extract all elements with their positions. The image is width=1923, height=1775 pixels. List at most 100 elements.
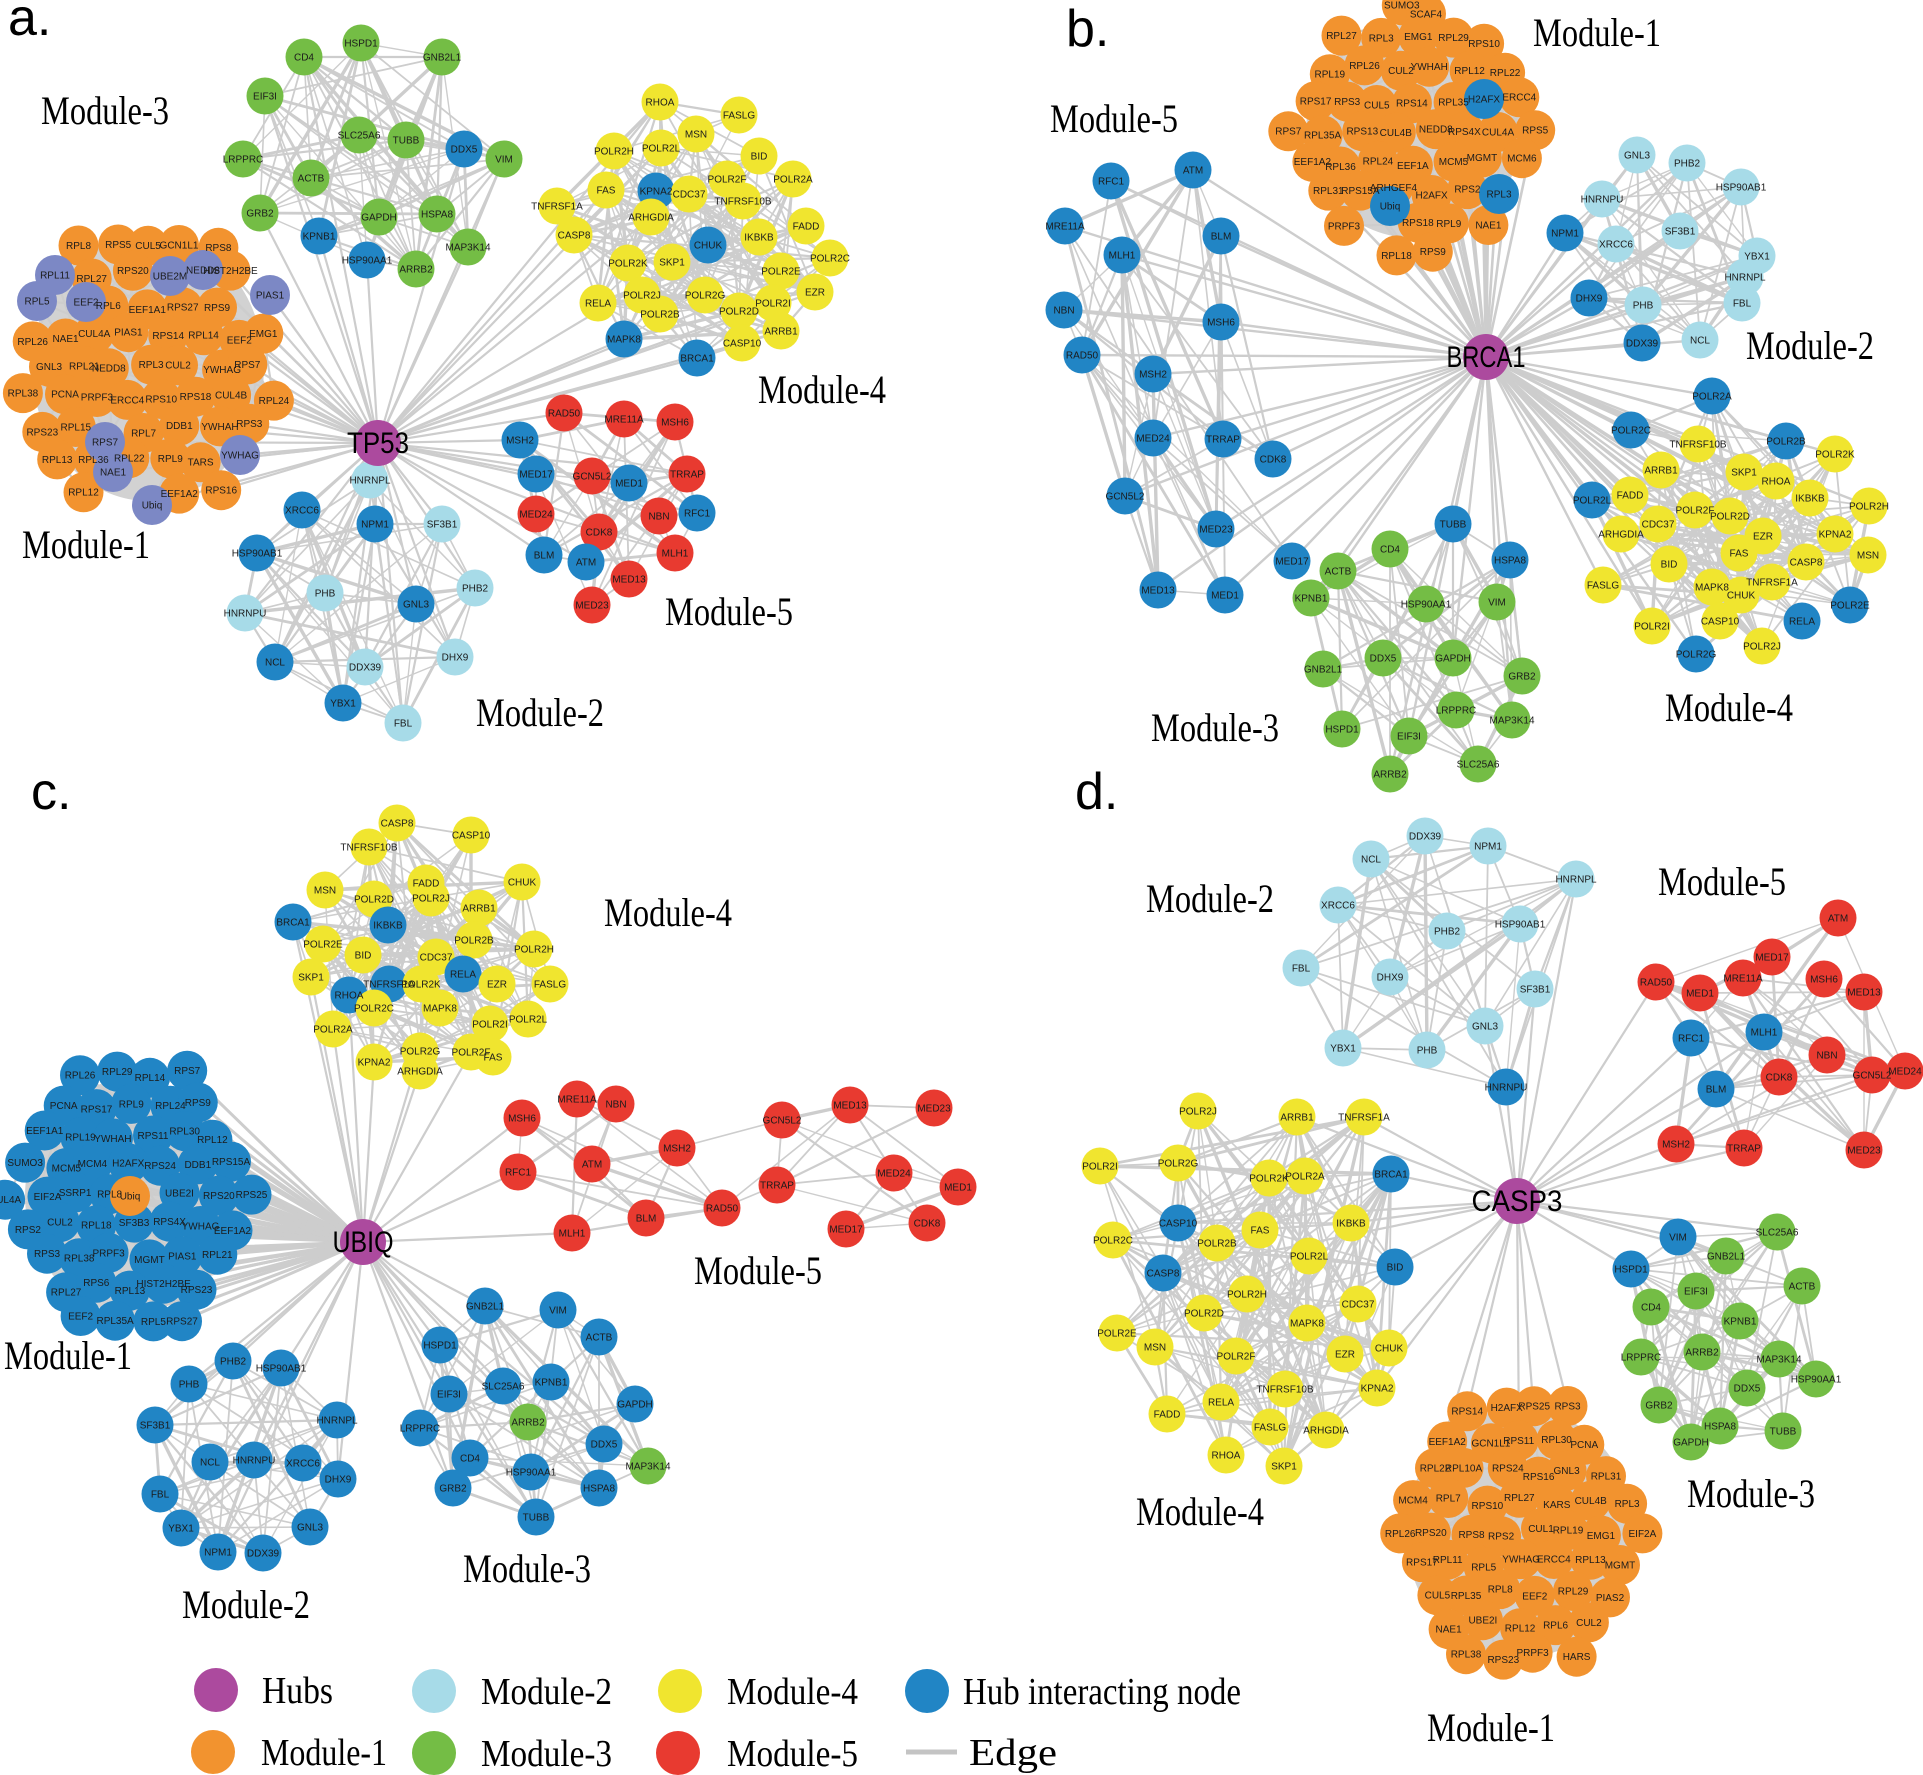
svg-text:RPL8: RPL8: [66, 241, 91, 252]
svg-text:MSH2: MSH2: [663, 1143, 691, 1154]
svg-text:YWHAH: YWHAH: [1411, 62, 1448, 73]
svg-text:GNL3: GNL3: [1472, 1021, 1499, 1032]
svg-text:PCNA: PCNA: [51, 390, 79, 401]
svg-text:Module-1: Module-1: [261, 1732, 387, 1774]
svg-text:CUL2: CUL2: [1388, 66, 1414, 77]
svg-text:RPS20: RPS20: [1415, 1528, 1447, 1539]
svg-text:RPL3: RPL3: [139, 360, 164, 371]
svg-text:POLR2D: POLR2D: [719, 306, 759, 317]
svg-text:RPS3: RPS3: [34, 1249, 61, 1260]
svg-text:FADD: FADD: [1154, 1409, 1181, 1420]
svg-text:RPS9: RPS9: [185, 1098, 212, 1109]
svg-text:RPS3: RPS3: [1334, 97, 1361, 108]
svg-text:RPL12: RPL12: [68, 488, 99, 499]
svg-text:EZR: EZR: [805, 287, 825, 298]
svg-text:Module-5: Module-5: [1658, 859, 1786, 904]
svg-text:KPNB1: KPNB1: [1295, 593, 1328, 604]
svg-text:RPS3: RPS3: [236, 419, 263, 430]
svg-text:RPL36: RPL36: [78, 455, 109, 466]
svg-text:CHUK: CHUK: [1375, 1343, 1404, 1354]
svg-text:POLR2J: POLR2J: [1743, 641, 1781, 652]
svg-text:UBE2I: UBE2I: [1468, 1616, 1497, 1627]
svg-text:TRRAP: TRRAP: [1206, 434, 1240, 445]
svg-text:TNFRSF10B: TNFRSF10B: [714, 196, 772, 207]
svg-text:TNFRSF10B: TNFRSF10B: [340, 842, 398, 853]
svg-text:EIF3I: EIF3I: [437, 1389, 461, 1400]
svg-text:RPS25: RPS25: [1518, 1402, 1550, 1413]
svg-text:POLR2E: POLR2E: [303, 939, 343, 950]
svg-text:MSN: MSN: [314, 885, 336, 896]
svg-text:MAP3K14: MAP3K14: [1489, 715, 1534, 726]
svg-text:POLR2C: POLR2C: [810, 253, 850, 264]
svg-text:HSP90AA1: HSP90AA1: [1401, 599, 1452, 610]
svg-text:CASP10: CASP10: [452, 830, 491, 841]
svg-text:NEDD8: NEDD8: [186, 265, 220, 276]
svg-text:RPL38: RPL38: [64, 1254, 95, 1265]
svg-text:EIF3I: EIF3I: [1397, 731, 1421, 742]
svg-text:Module-5: Module-5: [727, 1733, 858, 1775]
svg-text:HNRNPU: HNRNPU: [224, 608, 267, 619]
svg-text:Module-4: Module-4: [604, 890, 732, 935]
svg-text:NAE1: NAE1: [100, 467, 127, 478]
svg-text:MAPK8: MAPK8: [607, 334, 641, 345]
svg-text:FASLG: FASLG: [534, 979, 566, 990]
svg-text:MED23: MED23: [1847, 1145, 1881, 1156]
svg-text:YWHAG: YWHAG: [182, 1221, 220, 1232]
svg-text:RELA: RELA: [585, 298, 611, 309]
svg-text:RPL35A: RPL35A: [1304, 131, 1342, 142]
svg-text:EMG1: EMG1: [1587, 1531, 1616, 1542]
svg-text:Module-5: Module-5: [665, 589, 793, 634]
svg-text:RPS23: RPS23: [181, 1285, 213, 1296]
svg-text:RPS10: RPS10: [1472, 1501, 1504, 1512]
svg-text:RPL9: RPL9: [119, 1099, 144, 1110]
svg-text:POLR2D: POLR2D: [1184, 1308, 1224, 1319]
svg-text:POLR2E: POLR2E: [1097, 1328, 1137, 1339]
svg-text:Module-1: Module-1: [4, 1333, 132, 1378]
svg-text:RPL36: RPL36: [1325, 162, 1356, 173]
svg-text:RELA: RELA: [1789, 616, 1815, 627]
svg-text:PCNA: PCNA: [1570, 1440, 1598, 1451]
svg-text:SF3B1: SF3B1: [1665, 226, 1696, 237]
svg-text:ATM: ATM: [576, 557, 596, 568]
svg-text:MED23: MED23: [917, 1103, 951, 1114]
svg-text:HNRNPU: HNRNPU: [1485, 1082, 1528, 1093]
svg-text:SF3B1: SF3B1: [1520, 984, 1551, 995]
svg-text:ARHGDIA: ARHGDIA: [397, 1066, 443, 1077]
svg-text:MRE11A: MRE11A: [1723, 973, 1763, 984]
svg-text:MED24: MED24: [1888, 1066, 1922, 1077]
svg-text:DHX9: DHX9: [325, 1474, 352, 1485]
svg-text:YWHAG: YWHAG: [203, 365, 241, 376]
svg-text:RAD50: RAD50: [706, 1203, 739, 1214]
svg-text:HIST2H2BE: HIST2H2BE: [203, 266, 258, 277]
svg-text:MED17: MED17: [1275, 556, 1309, 567]
svg-text:RPS27: RPS27: [166, 1317, 198, 1328]
svg-text:MED17: MED17: [829, 1224, 863, 1235]
svg-text:POLR2A: POLR2A: [1285, 1171, 1325, 1182]
svg-text:MSH6: MSH6: [508, 1113, 536, 1124]
svg-text:ATM: ATM: [1183, 165, 1203, 176]
svg-text:ARRB1: ARRB1: [1644, 465, 1678, 476]
svg-text:POLR2I: POLR2I: [1082, 1161, 1118, 1172]
svg-text:RPS11: RPS11: [138, 1131, 169, 1142]
svg-text:LRPPRC: LRPPRC: [400, 1423, 441, 1434]
svg-text:HNRNPL: HNRNPL: [349, 475, 391, 486]
svg-text:POLR2I: POLR2I: [755, 298, 791, 309]
svg-text:RPL26: RPL26: [17, 337, 48, 348]
svg-text:ARHGDIA: ARHGDIA: [628, 212, 674, 223]
svg-text:YWHAG: YWHAG: [221, 450, 259, 461]
svg-text:Module-2: Module-2: [1746, 323, 1874, 368]
svg-text:GAPDH: GAPDH: [361, 212, 397, 223]
svg-text:HSPA8: HSPA8: [421, 209, 453, 220]
svg-text:CDC37: CDC37: [1342, 1299, 1375, 1310]
svg-text:RPL10A: RPL10A: [1445, 1463, 1483, 1474]
svg-text:GNB2L1: GNB2L1: [423, 52, 462, 63]
svg-text:PHB: PHB: [1633, 300, 1654, 311]
svg-text:DDX39: DDX39: [1626, 338, 1659, 349]
svg-text:RPL5: RPL5: [24, 296, 49, 307]
svg-text:MGMT: MGMT: [1605, 1560, 1636, 1571]
svg-text:FASLG: FASLG: [723, 110, 755, 121]
svg-text:XRCC6: XRCC6: [1321, 900, 1355, 911]
svg-text:SLC25A6: SLC25A6: [482, 1381, 525, 1392]
svg-text:Ubiq: Ubiq: [120, 1191, 141, 1202]
svg-text:RPS14: RPS14: [1396, 99, 1428, 110]
